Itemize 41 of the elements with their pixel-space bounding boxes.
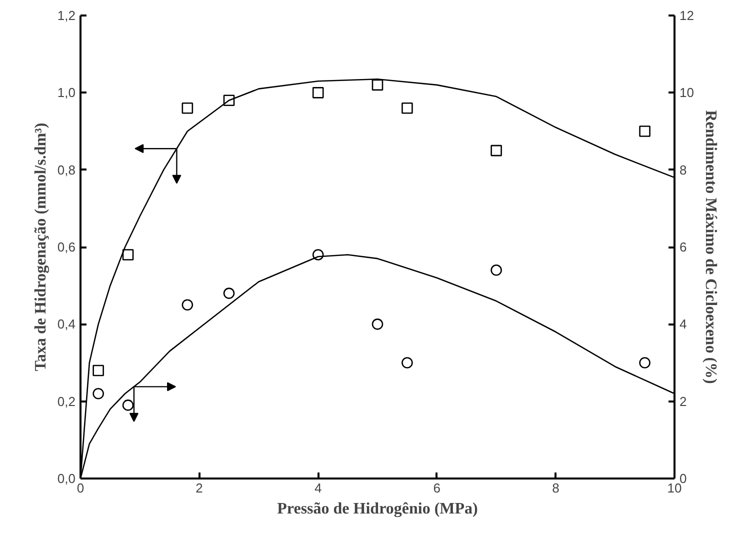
- point: [312, 87, 324, 98]
- point: [402, 102, 413, 114]
- point: [122, 400, 134, 411]
- point: [122, 249, 134, 260]
- x-tick-label: 4: [314, 480, 322, 496]
- point: [639, 126, 650, 137]
- x-tick-label: 8: [552, 480, 560, 496]
- y2-tick-label: 8: [680, 162, 687, 178]
- y2-axis-title: Rendimento Máximo de Cicloexeno (%): [702, 110, 719, 384]
- x-tick-label: 6: [433, 480, 441, 496]
- y2-tick-label: 12: [680, 8, 694, 23]
- point: [639, 357, 650, 368]
- x-axis-title: Pressão de Hidrogênio (MPa): [277, 500, 478, 518]
- point: [223, 288, 235, 299]
- point: [92, 364, 104, 376]
- y-tick-label: 0,6: [57, 240, 76, 254]
- y2-tick-label: 0: [680, 471, 687, 486]
- y-axis-title: Taxa de Hidrogenação (mmol/s.dm³): [32, 122, 50, 372]
- y2-tick-label: 2: [680, 394, 687, 409]
- x-tick-label: 10: [667, 480, 682, 496]
- y2-tick-label: 4: [680, 316, 687, 332]
- point: [312, 249, 324, 260]
- y-tick-label: 0,2: [57, 394, 76, 409]
- point: [490, 144, 502, 156]
- y2-tick-label: 10: [680, 85, 694, 100]
- point: [490, 264, 502, 276]
- point: [402, 357, 413, 368]
- y-tick-label: 0,8: [57, 162, 76, 178]
- point: [92, 388, 104, 400]
- y-tick-label: 1,0: [57, 85, 76, 100]
- point: [182, 299, 194, 311]
- point: [372, 318, 384, 330]
- point: [223, 94, 235, 106]
- x-tick-label: 2: [196, 480, 203, 496]
- x-tick-label: 0: [76, 480, 84, 496]
- point: [182, 102, 194, 114]
- y-tick-label: 1,2: [57, 8, 76, 23]
- y-tick-label: 0,4: [57, 316, 76, 332]
- y-tick-label: 0,0: [57, 471, 76, 486]
- y2-tick-label: 6: [680, 240, 687, 254]
- point: [372, 79, 384, 91]
